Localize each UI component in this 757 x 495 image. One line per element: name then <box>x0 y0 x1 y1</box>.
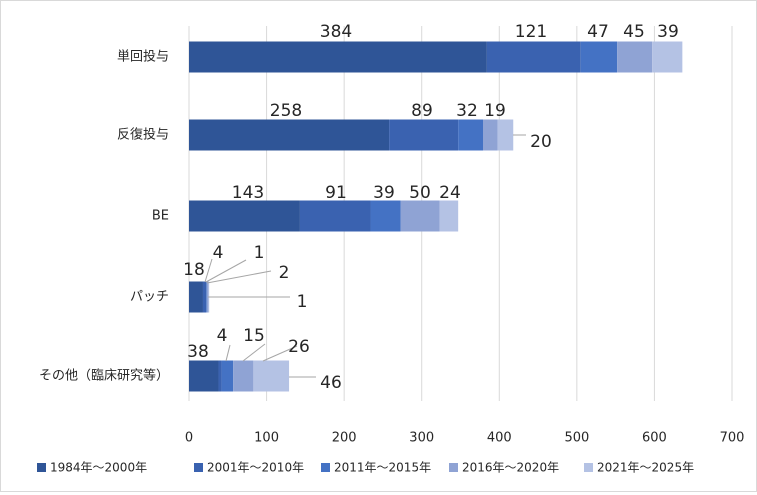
legend-swatch <box>584 463 593 472</box>
data-label: 19 <box>484 101 506 121</box>
data-label: 47 <box>587 22 609 42</box>
data-label: 15 <box>243 326 265 346</box>
bar-segment <box>370 200 401 232</box>
legend-swatch <box>321 463 330 472</box>
data-label: 38 <box>187 342 209 362</box>
data-label: 89 <box>411 101 433 121</box>
legend-label: 2011年～2015年 <box>334 461 431 475</box>
leader-line <box>262 345 298 362</box>
x-tick-label: 400 <box>487 431 512 446</box>
data-label: 32 <box>456 101 478 121</box>
bar-segment <box>189 281 203 313</box>
data-label: 45 <box>623 22 645 42</box>
bar-segment <box>189 119 390 151</box>
bar-segment <box>202 281 207 313</box>
x-tick-label: 700 <box>720 431 745 446</box>
leader-lines <box>204 134 526 378</box>
x-tick-label: 0 <box>185 431 193 446</box>
legend-swatch <box>194 463 203 472</box>
bar-segment <box>189 41 487 73</box>
bar-segment <box>439 200 459 232</box>
bar-segment <box>233 360 254 392</box>
legend-label: 2001年～2010年 <box>207 461 304 475</box>
legend-label: 2016年～2020年 <box>462 461 559 475</box>
data-label: 4 <box>213 243 224 263</box>
bars <box>189 41 683 392</box>
data-label: 258 <box>270 101 302 121</box>
data-label: 39 <box>373 183 395 203</box>
leader-line <box>242 343 266 362</box>
leader-line <box>225 344 231 362</box>
legend-label: 2021年～2025年 <box>597 461 694 475</box>
data-label: 4 <box>217 326 228 346</box>
data-label: 384 <box>320 22 352 42</box>
data-label: 91 <box>325 183 347 203</box>
x-tick-labels: 0 100 200 300 400 500 600 700 <box>185 431 745 446</box>
category-label: BE <box>152 209 169 224</box>
x-tick-label: 600 <box>642 431 667 446</box>
data-label: 24 <box>439 183 461 203</box>
data-label: 46 <box>320 373 342 393</box>
legend-label: 1984年～2000年 <box>50 461 147 475</box>
bar-segment <box>218 360 222 392</box>
bar-segment <box>652 41 683 73</box>
bar-segment <box>206 281 207 313</box>
category-label: パッチ <box>130 290 169 305</box>
data-label: 2 <box>279 263 290 283</box>
bar-segment <box>189 200 300 232</box>
bar-segment <box>189 360 219 392</box>
legend-swatch <box>37 463 46 472</box>
legend: 1984年～2000年 2001年～2010年 2011年～2015年 2016年～2… <box>37 461 694 475</box>
data-label: 1 <box>254 243 265 263</box>
bar-segment <box>486 41 581 73</box>
leader-line <box>204 258 213 283</box>
data-label: 121 <box>515 22 547 42</box>
x-tick-label: 300 <box>409 431 434 446</box>
data-label: 50 <box>409 183 431 203</box>
bar-segment <box>400 200 440 232</box>
data-label: 18 <box>183 260 205 280</box>
bar-segment <box>206 281 209 313</box>
data-label: 20 <box>530 132 552 152</box>
data-label: 1 <box>297 292 308 312</box>
bar-segment <box>497 119 514 151</box>
bar-segment <box>389 119 459 151</box>
category-label: 反復投与 <box>117 127 169 143</box>
category-label: 単回投与 <box>117 49 169 65</box>
bar-segment <box>253 360 290 392</box>
bar-segment <box>617 41 653 73</box>
bar-segment <box>580 41 618 73</box>
x-tick-label: 200 <box>332 431 357 446</box>
bar-segment <box>221 360 234 392</box>
data-label: 26 <box>288 337 310 357</box>
category-label: その他（臨床研究等） <box>39 368 169 384</box>
x-tick-label: 100 <box>254 431 279 446</box>
bar-segment <box>482 119 498 151</box>
legend-swatch <box>449 463 458 472</box>
leader-line <box>205 259 247 283</box>
leader-line <box>206 270 272 284</box>
data-label: 39 <box>657 22 679 42</box>
data-label: 143 <box>232 183 264 203</box>
bar-segment <box>299 200 371 232</box>
bar-segment <box>458 119 483 151</box>
x-tick-label: 500 <box>564 431 589 446</box>
